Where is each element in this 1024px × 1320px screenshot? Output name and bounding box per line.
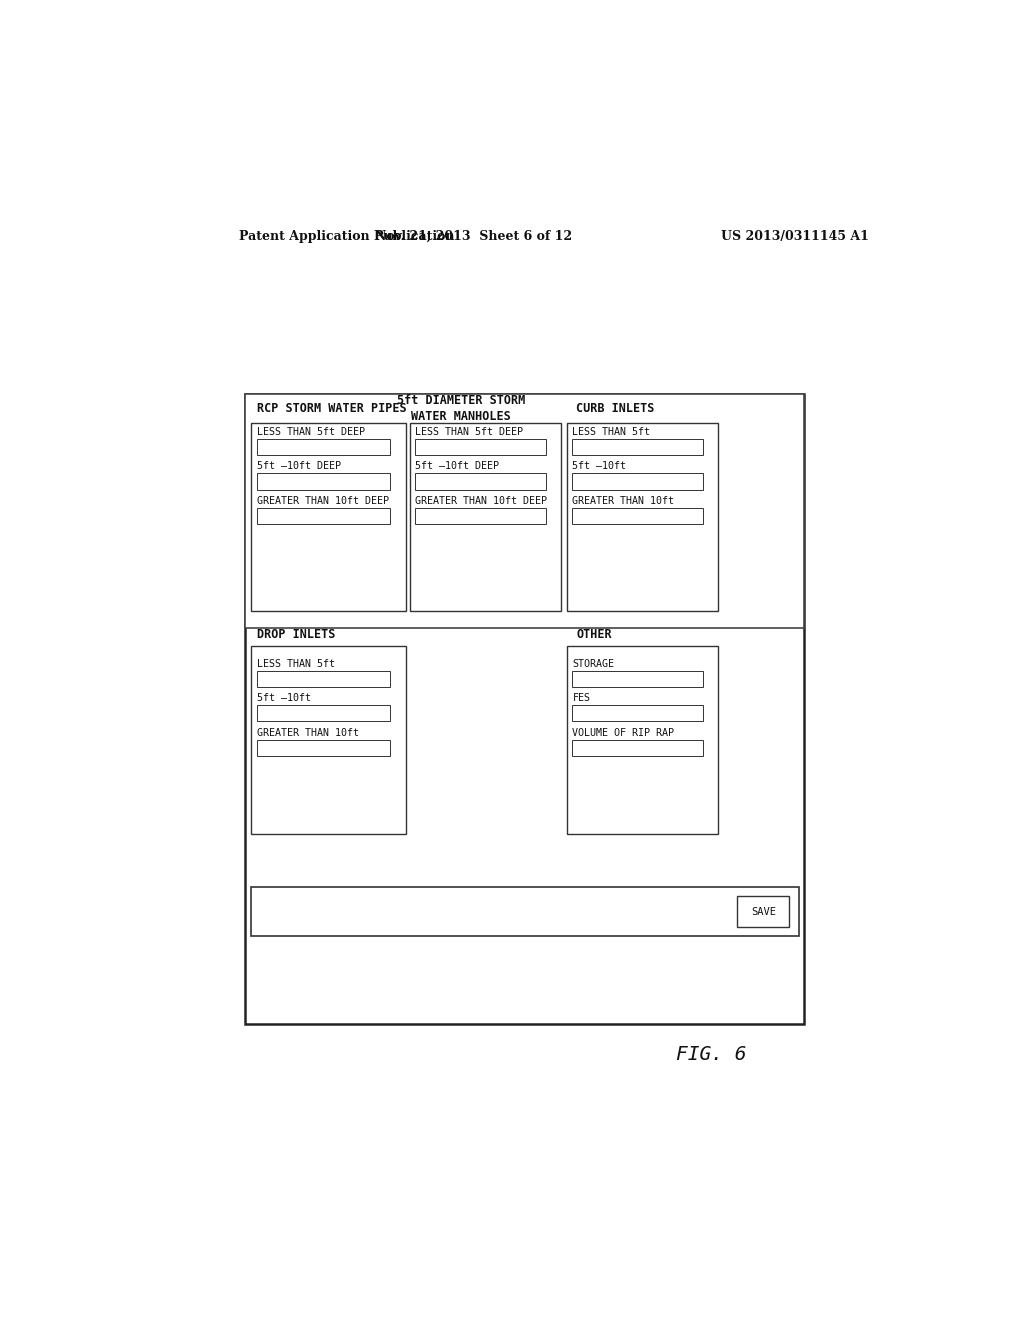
Bar xyxy=(572,671,703,686)
Bar xyxy=(257,705,390,722)
Text: GREATER THAN 10ft: GREATER THAN 10ft xyxy=(257,727,358,738)
Text: VOLUME OF RIP RAP: VOLUME OF RIP RAP xyxy=(572,727,675,738)
Text: RCP STORM WATER PIPES: RCP STORM WATER PIPES xyxy=(257,401,407,414)
Text: LESS THAN 5ft: LESS THAN 5ft xyxy=(257,659,335,669)
Bar xyxy=(251,647,406,834)
Bar xyxy=(251,422,406,611)
Bar xyxy=(416,508,546,524)
Bar xyxy=(257,671,390,686)
Text: GREATER THAN 10ft DEEP: GREATER THAN 10ft DEEP xyxy=(416,496,547,506)
Bar xyxy=(246,395,804,628)
Text: WATER MANHOLES: WATER MANHOLES xyxy=(412,409,511,422)
Text: 5ft –10ft: 5ft –10ft xyxy=(572,462,627,471)
Text: GREATER THAN 10ft: GREATER THAN 10ft xyxy=(572,496,675,506)
Text: 5ft –10ft DEEP: 5ft –10ft DEEP xyxy=(416,462,500,471)
Bar xyxy=(567,422,718,611)
Text: LESS THAN 5ft DEEP: LESS THAN 5ft DEEP xyxy=(257,426,365,437)
Bar xyxy=(572,440,703,455)
Text: 5ft DIAMETER STORM: 5ft DIAMETER STORM xyxy=(397,395,525,408)
Bar xyxy=(572,705,703,722)
Bar xyxy=(257,739,390,756)
Text: STORAGE: STORAGE xyxy=(572,659,614,669)
Text: SAVE: SAVE xyxy=(751,907,776,916)
Text: GREATER THAN 10ft DEEP: GREATER THAN 10ft DEEP xyxy=(257,496,388,506)
Bar xyxy=(572,474,703,490)
Text: FES: FES xyxy=(572,693,591,704)
Bar xyxy=(572,508,703,524)
Text: 5ft –10ft DEEP: 5ft –10ft DEEP xyxy=(257,462,341,471)
Text: Patent Application Publication: Patent Application Publication xyxy=(240,230,455,243)
Text: US 2013/0311145 A1: US 2013/0311145 A1 xyxy=(721,230,868,243)
Bar xyxy=(257,508,390,524)
Bar xyxy=(251,887,799,936)
Text: 5ft –10ft: 5ft –10ft xyxy=(257,693,310,704)
Bar xyxy=(572,739,703,756)
Bar xyxy=(737,896,790,927)
Bar xyxy=(416,440,546,455)
Text: CURB INLETS: CURB INLETS xyxy=(577,401,654,414)
Text: LESS THAN 5ft: LESS THAN 5ft xyxy=(572,426,650,437)
Text: OTHER: OTHER xyxy=(577,628,612,642)
Text: LESS THAN 5ft DEEP: LESS THAN 5ft DEEP xyxy=(416,426,523,437)
Text: Nov. 21, 2013  Sheet 6 of 12: Nov. 21, 2013 Sheet 6 of 12 xyxy=(375,230,571,243)
Bar xyxy=(246,395,804,1024)
Text: DROP INLETS: DROP INLETS xyxy=(257,628,335,642)
Text: FIG. 6: FIG. 6 xyxy=(676,1045,746,1064)
Bar xyxy=(257,474,390,490)
Bar xyxy=(567,647,718,834)
Bar xyxy=(416,474,546,490)
Bar xyxy=(410,422,560,611)
Bar xyxy=(257,440,390,455)
